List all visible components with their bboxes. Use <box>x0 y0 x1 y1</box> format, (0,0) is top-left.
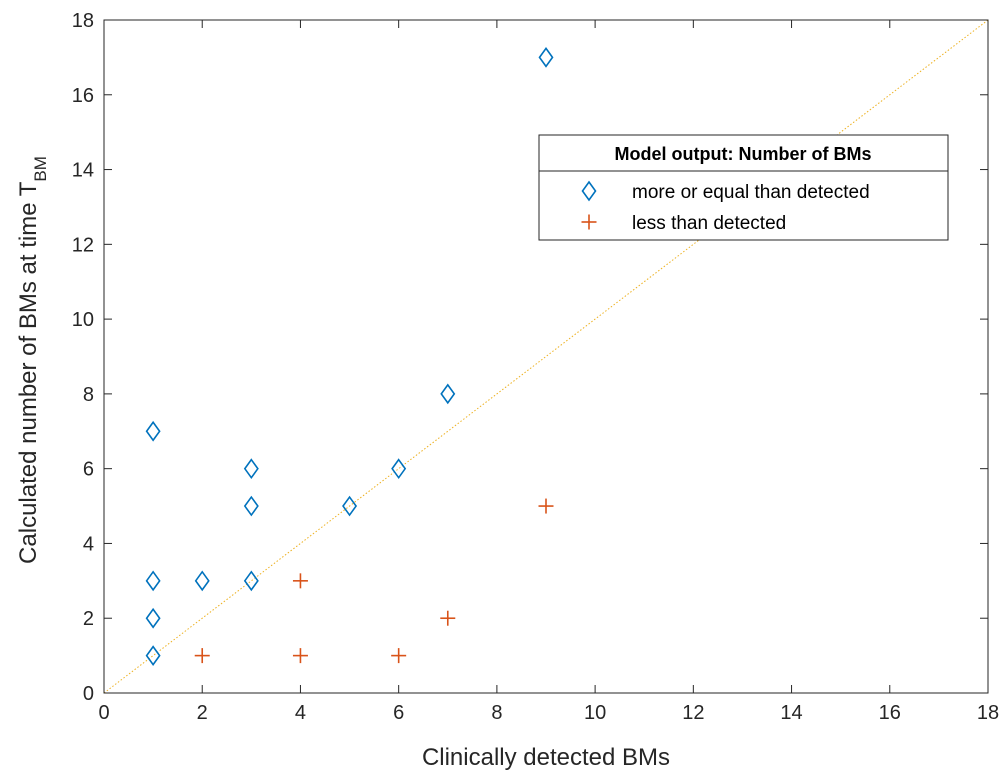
x-tick-label: 16 <box>879 702 901 724</box>
plus-data-point <box>292 573 308 589</box>
diamond-data-point <box>243 458 259 480</box>
legend-box <box>538 134 949 241</box>
legend: Model output: Number of BMs more or equa… <box>538 134 949 241</box>
diamond-data-point <box>194 570 210 592</box>
y-tick-label: 16 <box>72 85 94 107</box>
y-tick-label: 4 <box>83 533 94 555</box>
x-tick-label: 0 <box>98 702 109 724</box>
y-axis-label-main: Calculated number of BMs at time T <box>15 181 42 564</box>
diamond-data-point <box>538 47 554 68</box>
ticks-layer: 0 2 4 6 8 10 12 14 16 18 0 2 4 6 8 10 12 14 16 18 <box>72 10 999 724</box>
plus-data-point <box>194 648 210 664</box>
y-tick-label: 2 <box>83 608 94 630</box>
data-marks-layer <box>145 47 554 666</box>
series-0 <box>145 47 554 666</box>
plot-area <box>103 19 989 694</box>
y-tick-label: 18 <box>72 10 94 32</box>
x-axis-label: Clinically detected BMs <box>422 744 670 771</box>
diamond-data-point <box>342 495 358 517</box>
legend-entry-label: less than detected <box>632 213 786 234</box>
plus-data-point <box>391 648 407 664</box>
diamond-data-point <box>243 495 259 517</box>
plus-data-point <box>538 498 554 514</box>
x-tick-label: 10 <box>584 702 606 724</box>
plot-frame <box>103 19 989 694</box>
legend-plus-icon <box>581 214 597 230</box>
diamond-data-point <box>145 645 161 666</box>
series-1 <box>194 498 554 664</box>
y-tick-label: 0 <box>83 683 94 705</box>
x-tick-label: 18 <box>977 702 999 724</box>
plus-data-point <box>292 648 308 664</box>
y-tick-label: 6 <box>83 459 94 481</box>
y-tick-label: 14 <box>72 160 94 182</box>
plus-data-point <box>440 610 456 626</box>
diamond-data-point <box>145 570 161 592</box>
legend-diamond-icon <box>581 180 597 202</box>
diamond-data-point <box>391 458 407 480</box>
x-tick-label: 8 <box>491 702 502 724</box>
y-axis-label: Calculated number of BMs at time TBM <box>15 156 50 564</box>
y-tick-label: 8 <box>83 384 94 406</box>
y-tick-label: 12 <box>72 234 94 256</box>
legend-title: Model output: Number of BMs <box>615 144 872 164</box>
x-tick-label: 2 <box>197 702 208 724</box>
x-tick-label: 12 <box>682 702 704 724</box>
y-axis-label-subscript: BM <box>31 156 50 182</box>
legend-entry-label: more or equal than detected <box>632 182 870 203</box>
legend-entries: more or equal than detected less than det… <box>581 180 870 234</box>
diamond-data-point <box>145 607 161 629</box>
x-tick-label: 4 <box>295 702 306 724</box>
diamond-data-point <box>243 570 259 592</box>
y-tick-label: 10 <box>72 309 94 331</box>
diamond-data-point <box>145 420 161 442</box>
diamond-data-point <box>440 383 456 405</box>
x-tick-label: 6 <box>393 702 404 724</box>
x-tick-label: 14 <box>780 702 802 724</box>
